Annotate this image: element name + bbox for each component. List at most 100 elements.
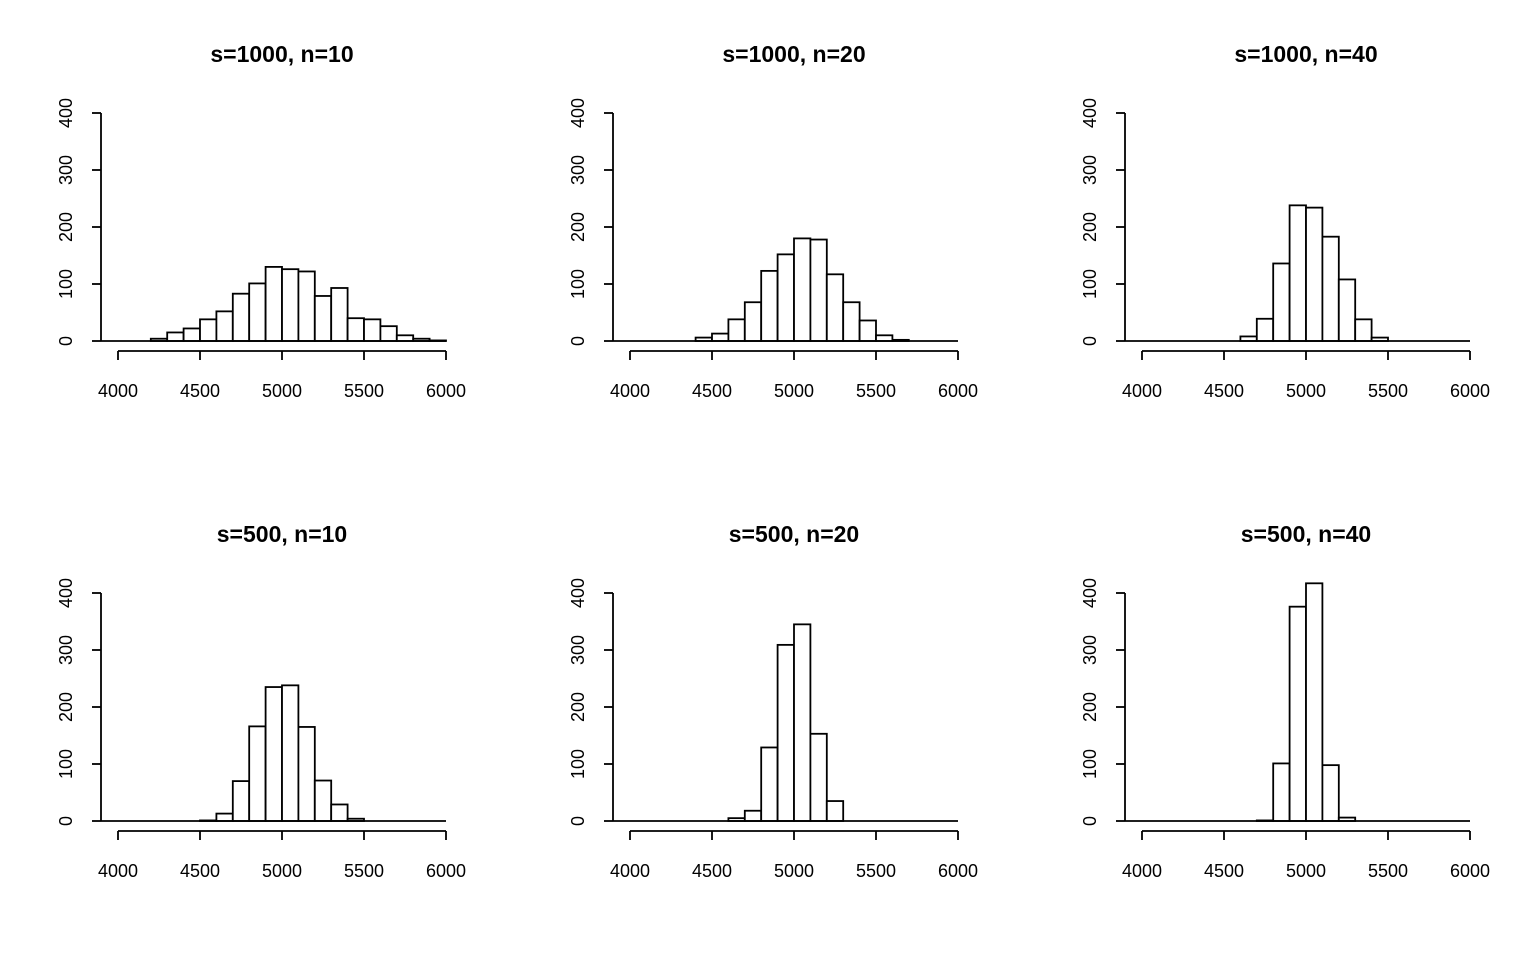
x-tick-label: 4500 xyxy=(180,381,220,401)
y-tick-label: 400 xyxy=(56,98,76,128)
y-tick-label: 100 xyxy=(568,269,588,299)
histogram-panel: s=500, n=20 4000 4500 5000 5500 6000 0 100 200 30… xyxy=(568,521,978,881)
histogram-bar xyxy=(233,294,249,341)
y-tick-label: 400 xyxy=(568,578,588,608)
x-axis: 4000 4500 5000 5500 6000 xyxy=(610,831,978,881)
histogram-bar xyxy=(216,311,232,341)
histogram-bar xyxy=(1322,237,1338,341)
x-tick-label: 4000 xyxy=(610,861,650,881)
histogram-bar xyxy=(794,624,810,821)
histogram-bar xyxy=(827,274,843,341)
y-tick-label: 200 xyxy=(56,212,76,242)
y-axis: 0 100 200 300 400 xyxy=(56,98,101,346)
y-tick-label: 400 xyxy=(568,98,588,128)
x-tick-label: 6000 xyxy=(938,861,978,881)
x-tick-label: 4000 xyxy=(610,381,650,401)
histogram-bar xyxy=(1290,607,1306,821)
y-tick-label: 400 xyxy=(1080,98,1100,128)
histogram-bar xyxy=(266,267,282,341)
y-axis: 0 100 200 300 400 xyxy=(568,578,613,826)
histogram-bar xyxy=(331,288,347,341)
x-tick-label: 5500 xyxy=(1368,381,1408,401)
x-tick-label: 4500 xyxy=(1204,861,1244,881)
histogram-bar xyxy=(331,804,347,821)
x-tick-label: 5000 xyxy=(774,861,814,881)
x-tick-label: 5000 xyxy=(262,381,302,401)
histogram-panel: s=1000, n=10 4000 4500 5000 5500 6000 0 100 200 3… xyxy=(56,41,466,401)
x-tick-label: 6000 xyxy=(426,861,466,881)
histogram-bar xyxy=(1290,205,1306,341)
x-tick-label: 4000 xyxy=(1122,861,1162,881)
x-axis: 4000 4500 5000 5500 6000 xyxy=(98,351,466,401)
y-tick-label: 0 xyxy=(56,336,76,346)
x-tick-label: 5000 xyxy=(1286,381,1326,401)
histogram-bar xyxy=(266,687,282,821)
histogram-bar xyxy=(364,319,380,341)
y-tick-label: 300 xyxy=(1080,155,1100,185)
histogram-panel: s=500, n=10 4000 4500 5000 5500 6000 0 100 200 30… xyxy=(56,521,466,881)
y-tick-label: 0 xyxy=(1080,336,1100,346)
y-axis: 0 100 200 300 400 xyxy=(1080,98,1125,346)
y-axis: 0 100 200 300 400 xyxy=(568,98,613,346)
histogram-bar xyxy=(843,302,859,341)
histogram-panel: s=1000, n=20 4000 4500 5000 5500 6000 0 100 200 3… xyxy=(568,41,978,401)
x-tick-label: 5000 xyxy=(262,861,302,881)
histogram-bar xyxy=(778,254,794,341)
histogram-bar xyxy=(761,747,777,821)
y-tick-label: 0 xyxy=(568,816,588,826)
histogram-bar xyxy=(1306,583,1322,821)
chart-title: s=500, n=10 xyxy=(217,521,347,547)
histogram-bar xyxy=(860,320,876,341)
histogram-bar xyxy=(249,283,265,341)
x-tick-label: 5500 xyxy=(856,861,896,881)
y-tick-label: 100 xyxy=(568,749,588,779)
y-tick-label: 400 xyxy=(56,578,76,608)
x-axis: 4000 4500 5000 5500 6000 xyxy=(1122,831,1490,881)
histogram-bar xyxy=(1273,763,1289,821)
histogram-bar xyxy=(233,781,249,821)
histogram-bar xyxy=(745,302,761,341)
x-tick-label: 6000 xyxy=(1450,861,1490,881)
y-tick-label: 200 xyxy=(568,212,588,242)
x-axis: 4000 4500 5000 5500 6000 xyxy=(1122,351,1490,401)
x-tick-label: 6000 xyxy=(426,381,466,401)
histogram-bar xyxy=(315,296,331,341)
histogram-bar xyxy=(1355,319,1371,341)
histogram-bar xyxy=(1339,279,1355,341)
x-tick-label: 5000 xyxy=(774,381,814,401)
x-axis: 4000 4500 5000 5500 6000 xyxy=(610,351,978,401)
histogram-bar xyxy=(298,271,314,341)
histogram-bar xyxy=(778,645,794,821)
histogram-bar xyxy=(216,814,232,821)
y-tick-label: 300 xyxy=(568,155,588,185)
x-tick-label: 4500 xyxy=(692,381,732,401)
chart-title: s=1000, n=20 xyxy=(722,41,865,67)
y-tick-label: 100 xyxy=(1080,269,1100,299)
x-tick-label: 4000 xyxy=(1122,381,1162,401)
y-tick-label: 100 xyxy=(1080,749,1100,779)
histogram-bar xyxy=(794,238,810,341)
histogram-bar xyxy=(315,781,331,821)
x-tick-label: 6000 xyxy=(1450,381,1490,401)
y-tick-label: 0 xyxy=(568,336,588,346)
y-tick-label: 200 xyxy=(1080,692,1100,722)
chart-title: s=1000, n=40 xyxy=(1234,41,1377,67)
x-tick-label: 5500 xyxy=(344,861,384,881)
histogram-bar xyxy=(761,271,777,341)
histogram-bar xyxy=(745,811,761,821)
histogram-bar xyxy=(728,319,744,341)
x-tick-label: 5000 xyxy=(1286,861,1326,881)
x-tick-label: 5500 xyxy=(856,381,896,401)
histogram-bar xyxy=(1306,208,1322,341)
y-tick-label: 300 xyxy=(1080,635,1100,665)
x-tick-label: 4500 xyxy=(180,861,220,881)
y-tick-label: 0 xyxy=(1080,816,1100,826)
chart-title: s=1000, n=10 xyxy=(210,41,353,67)
x-tick-label: 5500 xyxy=(344,381,384,401)
histogram-bar xyxy=(249,726,265,821)
histogram-bar xyxy=(282,269,298,341)
y-tick-label: 100 xyxy=(56,269,76,299)
histogram-bar xyxy=(712,334,728,341)
histogram-bar xyxy=(827,801,843,821)
